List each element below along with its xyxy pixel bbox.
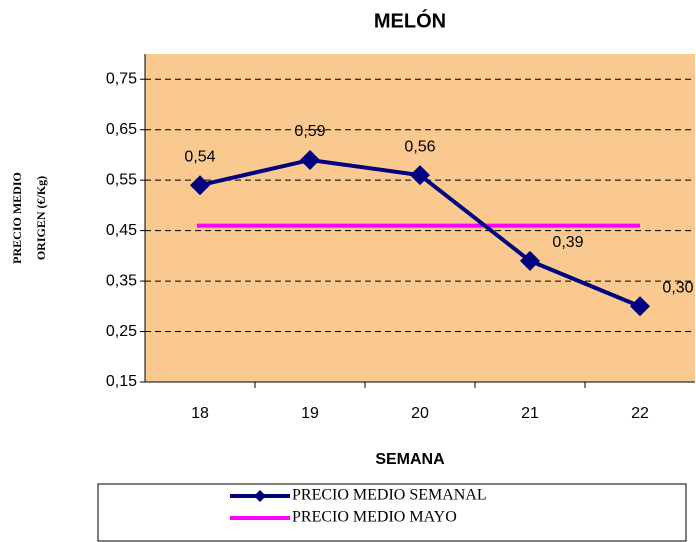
data-label: 0,54 xyxy=(184,148,215,165)
x-tick-label: 22 xyxy=(631,405,649,422)
data-point xyxy=(190,175,210,196)
x-tick-label: 20 xyxy=(411,405,429,422)
y-axis-label-line: PRECIO MEDIO xyxy=(10,172,24,264)
y-tick-label: 0,15 xyxy=(106,373,137,390)
legend-label: PRECIO MEDIO SEMANAL xyxy=(292,487,487,504)
data-label: 0,56 xyxy=(404,138,435,155)
legend-marker xyxy=(254,490,266,502)
y-tick-label: 0,25 xyxy=(106,323,137,340)
x-axis-label: SEMANA xyxy=(375,451,445,468)
legend-label: PRECIO MEDIO MAYO xyxy=(292,509,457,526)
data-point xyxy=(410,165,430,186)
plot-area xyxy=(145,54,695,382)
x-tick-label: 18 xyxy=(191,405,209,422)
x-tick-label: 19 xyxy=(301,405,319,422)
y-tick-label: 0,65 xyxy=(106,121,137,138)
y-axis-label: PRECIO MEDIO ORIGEN (€/Kg) xyxy=(10,172,48,264)
y-tick-label: 0,55 xyxy=(106,171,137,188)
legend-box xyxy=(97,483,687,542)
chart-title: MELÓN xyxy=(374,8,446,32)
data-label: 0,39 xyxy=(552,234,583,251)
data-label: 0,30 xyxy=(662,280,693,297)
data-point xyxy=(300,149,320,170)
data-point xyxy=(630,296,650,317)
y-tick-label: 0,45 xyxy=(106,222,137,239)
data-point xyxy=(520,250,540,271)
y-tick-label: 0,75 xyxy=(106,70,137,87)
x-tick-label: 21 xyxy=(521,405,539,422)
data-label: 0,59 xyxy=(294,123,325,140)
y-axis-label-line: ORIGEN (€/Kg) xyxy=(34,176,48,260)
y-tick-label: 0,35 xyxy=(106,272,137,289)
